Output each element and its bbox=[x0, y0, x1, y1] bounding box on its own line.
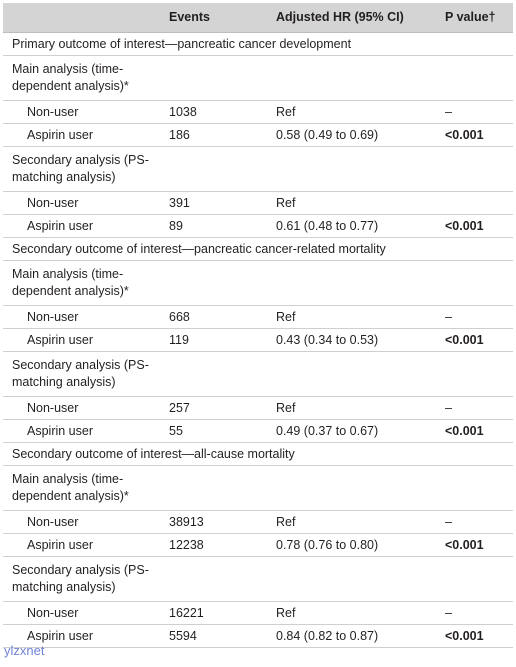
hr-cell: Ref bbox=[276, 195, 296, 210]
analysis-label: Main analysis (time-dependent analysis)* bbox=[12, 62, 129, 93]
analysis-row: Main analysis (time-dependent analysis)* bbox=[3, 56, 513, 101]
hr-cell: Ref bbox=[276, 605, 296, 620]
table-row: Aspirin user 5594 0.84 (0.82 to 0.87) <0.00… bbox=[3, 625, 513, 648]
group-cell: Non-user bbox=[27, 104, 79, 119]
p-value-cell: <0.001 bbox=[445, 127, 484, 142]
table-header-row: Events Adjusted HR (95% CI) P value† bbox=[3, 3, 513, 33]
table-row: Non-user 668 Ref – bbox=[3, 306, 513, 329]
events-cell: 89 bbox=[169, 218, 183, 233]
table-row: Non-user 257 Ref – bbox=[3, 397, 513, 420]
analysis-label: Secondary analysis (PS-matching analysis… bbox=[12, 153, 149, 184]
table-row: Non-user 38913 Ref – bbox=[3, 511, 513, 534]
events-cell: 16221 bbox=[169, 605, 204, 620]
table-row: Aspirin user 55 0.49 (0.37 to 0.67) <0.001 bbox=[3, 420, 513, 443]
table-row: Aspirin user 12238 0.78 (0.76 to 0.80) <0.0… bbox=[3, 534, 513, 557]
table-row: Aspirin user 119 0.43 (0.34 to 0.53) <0.001 bbox=[3, 329, 513, 352]
hr-cell: 0.61 (0.48 to 0.77) bbox=[276, 218, 379, 233]
hr-cell: 0.58 (0.49 to 0.69) bbox=[276, 127, 379, 142]
analysis-row: Secondary analysis (PS-matching analysis… bbox=[3, 352, 513, 397]
section-title: Secondary outcome of interest—all-cause … bbox=[12, 446, 295, 461]
group-cell: Aspirin user bbox=[27, 423, 93, 438]
p-value-cell: – bbox=[445, 514, 452, 529]
p-value-cell: <0.001 bbox=[445, 218, 484, 233]
p-value-cell: – bbox=[445, 605, 452, 620]
hr-cell: Ref bbox=[276, 400, 296, 415]
p-value-cell: <0.001 bbox=[445, 628, 484, 643]
analysis-row: Main analysis (time-dependent analysis)* bbox=[3, 261, 513, 306]
hr-cell: 0.49 (0.37 to 0.67) bbox=[276, 423, 379, 438]
group-cell: Aspirin user bbox=[27, 127, 93, 142]
hr-cell: Ref bbox=[276, 104, 296, 119]
section-row: Secondary outcome of interest—all-cause … bbox=[3, 443, 513, 466]
table-row: Non-user 1038 Ref – bbox=[3, 101, 513, 124]
hr-cell: 0.78 (0.76 to 0.80) bbox=[276, 537, 379, 552]
group-cell: Non-user bbox=[27, 514, 79, 529]
events-cell: 38913 bbox=[169, 514, 204, 529]
hr-cell: Ref bbox=[276, 309, 296, 324]
table-row: Non-user 16221 Ref – bbox=[3, 602, 513, 625]
events-cell: 391 bbox=[169, 195, 190, 210]
table-row: Aspirin user 89 0.61 (0.48 to 0.77) <0.001 bbox=[3, 215, 513, 238]
header-events: Events bbox=[169, 10, 210, 24]
events-cell: 5594 bbox=[169, 628, 197, 643]
section-row: Primary outcome of interest—pancreatic c… bbox=[3, 33, 513, 56]
events-cell: 257 bbox=[169, 400, 190, 415]
events-cell: 119 bbox=[169, 332, 189, 347]
section-title: Primary outcome of interest—pancreatic c… bbox=[12, 36, 352, 51]
analysis-label: Main analysis (time-dependent analysis)* bbox=[12, 267, 129, 298]
analysis-label: Secondary analysis (PS-matching analysis… bbox=[12, 563, 149, 594]
table-row: Aspirin user 186 0.58 (0.49 to 0.69) <0.001 bbox=[3, 124, 513, 147]
section-title: Secondary outcome of interest—pancreatic… bbox=[12, 241, 386, 256]
table-body: Primary outcome of interest—pancreatic c… bbox=[3, 33, 513, 648]
analysis-row: Secondary analysis (PS-matching analysis… bbox=[3, 147, 513, 192]
hr-cell: 0.43 (0.34 to 0.53) bbox=[276, 332, 379, 347]
p-value-cell: – bbox=[445, 400, 452, 415]
events-cell: 1038 bbox=[169, 104, 197, 119]
analysis-row: Main analysis (time-dependent analysis)* bbox=[3, 466, 513, 511]
events-cell: 55 bbox=[169, 423, 183, 438]
p-value-cell: <0.001 bbox=[445, 423, 484, 438]
group-cell: Non-user bbox=[27, 400, 79, 415]
events-cell: 186 bbox=[169, 127, 190, 142]
header-adjusted-hr: Adjusted HR (95% CI) bbox=[276, 10, 404, 24]
group-cell: Aspirin user bbox=[27, 537, 93, 552]
group-cell: Aspirin user bbox=[27, 218, 93, 233]
group-cell: Non-user bbox=[27, 195, 79, 210]
analysis-label: Secondary analysis (PS-matching analysis… bbox=[12, 358, 149, 389]
analysis-label: Main analysis (time-dependent analysis)* bbox=[12, 472, 129, 503]
p-value-cell: <0.001 bbox=[445, 537, 484, 552]
events-cell: 668 bbox=[169, 309, 190, 324]
header-p-value: P value† bbox=[445, 10, 496, 24]
group-cell: Non-user bbox=[27, 605, 79, 620]
results-table: Events Adjusted HR (95% CI) P value† Pri… bbox=[3, 3, 513, 648]
watermark-text: ylzxnet bbox=[4, 643, 45, 658]
p-value-cell: – bbox=[445, 104, 452, 119]
group-cell: Aspirin user bbox=[27, 628, 93, 643]
p-value-cell: – bbox=[445, 309, 452, 324]
hr-cell: Ref bbox=[276, 514, 296, 529]
section-row: Secondary outcome of interest—pancreatic… bbox=[3, 238, 513, 261]
hr-cell: 0.84 (0.82 to 0.87) bbox=[276, 628, 379, 643]
table-row: Non-user 391 Ref bbox=[3, 192, 513, 215]
group-cell: Non-user bbox=[27, 309, 79, 324]
analysis-row: Secondary analysis (PS-matching analysis… bbox=[3, 557, 513, 602]
p-value-cell: <0.001 bbox=[445, 332, 484, 347]
events-cell: 12238 bbox=[169, 537, 204, 552]
group-cell: Aspirin user bbox=[27, 332, 93, 347]
